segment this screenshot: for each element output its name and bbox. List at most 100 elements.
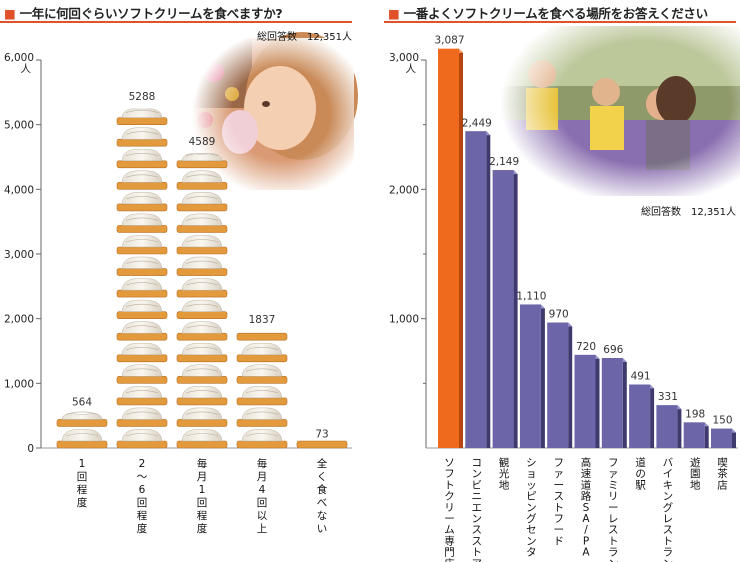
svg-text:レ: レ <box>663 513 674 525</box>
right-category-label-10: 遊園地 <box>690 456 701 491</box>
right-bar-10 <box>683 422 709 448</box>
svg-text:ト: ト <box>663 535 674 547</box>
right-bar-5 <box>547 322 573 448</box>
svg-text:ミ: ミ <box>608 479 619 491</box>
svg-text:ッ: ッ <box>526 479 537 491</box>
left-bar-3 <box>176 152 228 449</box>
right-value-label-2: 2,449 <box>462 117 492 129</box>
svg-text:全: 全 <box>317 457 328 470</box>
svg-text:専: 専 <box>444 535 455 547</box>
svg-text:ス: ス <box>472 524 483 536</box>
right-bar-6 <box>574 354 600 448</box>
svg-text:リ: リ <box>608 491 619 503</box>
svg-text:キ: キ <box>663 479 674 491</box>
left-y-tick-label: 6,000 <box>4 52 34 64</box>
svg-text:度: 度 <box>77 496 88 509</box>
svg-text:地: 地 <box>499 478 510 491</box>
svg-text:ビ: ビ <box>472 479 483 491</box>
right-category-label-4: ショッピングセンター <box>526 457 537 562</box>
svg-text:グ: グ <box>663 501 674 514</box>
left-value-label-1: 564 <box>72 397 92 409</box>
svg-text:い: い <box>317 523 328 535</box>
svg-text:程: 程 <box>77 484 88 496</box>
svg-text:ム: ム <box>444 524 455 536</box>
svg-text:ス: ス <box>553 491 564 503</box>
left-value-label-5: 73 <box>315 428 328 440</box>
right-category-label-1: ソフトクリーム専門店 <box>444 457 455 562</box>
right-bar-1 <box>438 48 463 449</box>
svg-text:フ: フ <box>553 513 564 525</box>
left-bar-5 <box>296 440 348 449</box>
svg-text:毎: 毎 <box>197 457 208 470</box>
svg-text:の: の <box>635 468 646 480</box>
svg-text:ラ: ラ <box>608 547 619 559</box>
svg-text:程: 程 <box>197 510 208 522</box>
left-bar-2 <box>116 108 168 449</box>
svg-text:道: 道 <box>635 456 646 469</box>
right-value-label-9: 331 <box>658 391 678 403</box>
right-bar-7 <box>601 357 627 448</box>
left-title-underline <box>0 21 352 23</box>
right-title-underline <box>384 21 736 23</box>
right-bar-9 <box>656 405 682 448</box>
svg-text:門: 門 <box>444 547 455 559</box>
svg-text:ト: ト <box>553 502 564 514</box>
svg-text:月: 月 <box>257 471 268 483</box>
svg-text:速: 速 <box>581 468 592 480</box>
svg-text:ー: ー <box>444 513 455 525</box>
svg-text:S: S <box>583 502 590 514</box>
svg-text:以: 以 <box>257 510 268 522</box>
svg-text:P: P <box>583 535 589 547</box>
svg-text:レ: レ <box>608 513 619 525</box>
svg-text:遊: 遊 <box>690 456 701 469</box>
family-eating-ice-cream-photo <box>500 26 740 196</box>
svg-text:ン: ン <box>472 468 483 480</box>
svg-text:程: 程 <box>137 510 148 522</box>
right-chart-title: ■ 一番よくソフトクリームを食べる場所をお答えください <box>388 6 708 21</box>
svg-text:エ: エ <box>472 502 483 514</box>
right-bar-4 <box>519 304 545 448</box>
svg-text:2: 2 <box>139 458 146 470</box>
svg-text:リ: リ <box>444 502 455 514</box>
svg-text:月: 月 <box>197 471 208 483</box>
left-total-respondents: 総回答数 12,351人 <box>257 30 352 43</box>
svg-text:ニ: ニ <box>472 491 483 503</box>
right-chart-panel: ■ 一番よくソフトクリームを食べる場所をお答えください 総回答数 12,351人… <box>384 0 740 562</box>
svg-text:ン: ン <box>526 535 537 547</box>
left-y-tick-label: 5,000 <box>4 120 34 132</box>
svg-text:ア: ア <box>472 558 483 562</box>
svg-text:A: A <box>582 547 590 559</box>
svg-text:1: 1 <box>79 458 86 470</box>
right-bar-2 <box>465 131 491 448</box>
svg-text:イ: イ <box>663 468 674 480</box>
svg-text:ラ: ラ <box>663 547 674 559</box>
svg-text:く: く <box>317 471 328 483</box>
svg-text:な: な <box>317 510 328 522</box>
right-chart-svg: 総回答数 12,351人1,0002,0003,000人3,087ソフトクリーム… <box>389 26 740 562</box>
right-category-label-8: 道の駅 <box>635 456 646 491</box>
svg-text:食: 食 <box>317 483 328 496</box>
svg-text:回: 回 <box>77 471 88 483</box>
right-value-label-5: 970 <box>549 309 569 321</box>
left-chart-svg: 総回答数 12,351人 0 1,000 2,000 3,000 4,000 5,000 6,… <box>4 30 358 535</box>
left-bar-1 <box>56 411 108 449</box>
right-category-label-9: バイキングレストラン <box>663 457 674 562</box>
svg-text:度: 度 <box>197 522 208 535</box>
left-value-label-3: 4589 <box>189 136 216 148</box>
svg-text:店: 店 <box>717 478 728 491</box>
svg-text:ー: ー <box>526 558 537 562</box>
svg-text:フ: フ <box>444 468 455 480</box>
svg-text:喫: 喫 <box>717 457 728 469</box>
right-value-label-11: 150 <box>712 415 732 427</box>
right-category-label-3: 観光地 <box>499 456 510 491</box>
svg-text:ァ: ァ <box>608 468 619 480</box>
svg-text:ン: ン <box>526 502 537 514</box>
svg-text:毎: 毎 <box>257 457 268 470</box>
left-y-tick-label: 0 <box>27 443 34 455</box>
svg-text:回: 回 <box>197 497 208 509</box>
right-y-tick-label: 2,000 <box>389 184 419 196</box>
